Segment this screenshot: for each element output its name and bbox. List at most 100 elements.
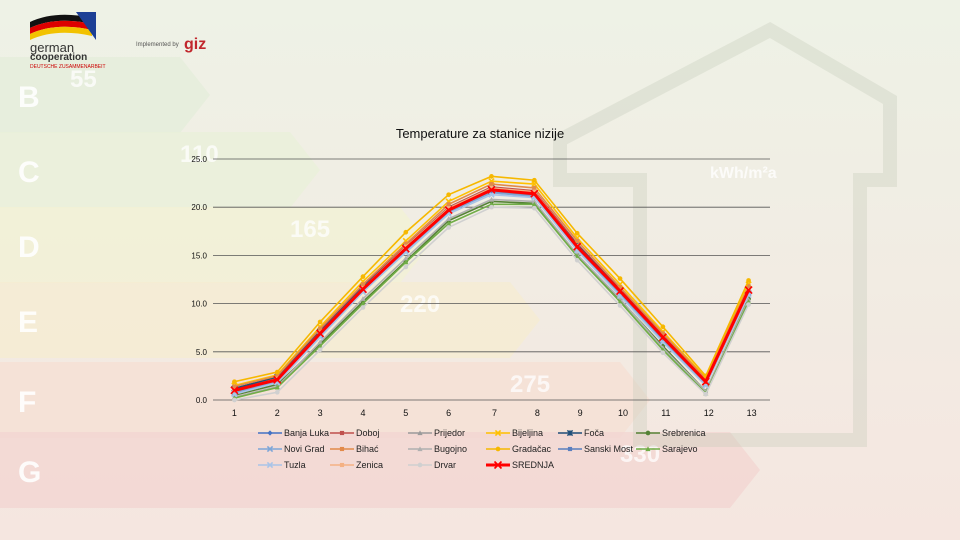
data-point [446, 192, 451, 198]
legend-swatch [486, 460, 510, 470]
logo-line1: german [30, 40, 75, 55]
flag-ribbon-icon [30, 12, 96, 40]
logo-sub: DEUTSCHE ZUSAMMENARBEIT [30, 64, 106, 70]
legend-item: Bugojno [408, 442, 467, 456]
energy-band-value: 165 [290, 216, 330, 243]
x-tick-label: 1 [232, 408, 237, 418]
data-point [446, 225, 451, 230]
y-tick-label: 25.0 [191, 155, 207, 164]
data-point [360, 305, 366, 310]
series-srebrenica [232, 199, 751, 398]
data-point [532, 177, 537, 183]
energy-band [0, 132, 320, 208]
energy-band [0, 207, 430, 283]
series-line [234, 193, 750, 395]
data-point [417, 462, 423, 468]
legend-label: Gradačac [512, 444, 552, 454]
data-point [488, 201, 495, 207]
data-point [617, 285, 623, 290]
series-line [234, 198, 750, 398]
x-tick-label: 9 [578, 408, 583, 418]
data-point [617, 303, 623, 308]
data-point [273, 375, 282, 384]
data-point [532, 189, 537, 194]
energy-band-letter: F [18, 386, 36, 419]
data-point [645, 430, 651, 436]
data-point [446, 206, 451, 211]
legend-swatch [486, 446, 510, 452]
x-tick-label: 2 [275, 408, 280, 418]
series-line [234, 203, 750, 399]
x-tick-label: 5 [403, 408, 408, 418]
data-point [339, 446, 345, 452]
data-point [403, 264, 409, 270]
data-point [489, 185, 494, 190]
data-point [360, 274, 366, 279]
legend-item: Novi Grad [258, 442, 325, 456]
legend-label: SREDNJA [512, 460, 555, 470]
data-point [401, 244, 410, 253]
legend-label: Sarajevo [662, 444, 698, 454]
data-point [658, 333, 667, 342]
data-point [232, 397, 237, 403]
data-point [574, 230, 580, 236]
data-point [275, 373, 280, 378]
legend-item: Drvar [408, 458, 456, 472]
data-point [660, 331, 665, 336]
data-point [417, 430, 423, 436]
data-point [317, 319, 323, 325]
legend-label: Foča [584, 428, 605, 438]
series-bugojno [231, 196, 752, 400]
data-point [488, 191, 495, 198]
legend-item: Srebrenica [636, 426, 706, 440]
legend-label: Drvar [434, 460, 456, 470]
data-point [532, 185, 537, 190]
energy-band-value: 220 [400, 291, 440, 318]
legend-item: Prijedor [408, 426, 465, 440]
legend-swatch [558, 429, 582, 437]
legend-item: Sarajevo [636, 442, 698, 456]
series-sarajevo [231, 201, 752, 401]
data-point [617, 299, 623, 304]
x-tick-label: 11 [661, 408, 670, 418]
series-biha- [232, 181, 751, 389]
data-point [489, 181, 494, 187]
data-point [531, 201, 537, 207]
energy-band [0, 57, 210, 133]
data-point [360, 296, 366, 301]
energy-band-value: 110 [180, 141, 219, 168]
energy-band-letter: B [18, 81, 40, 114]
data-point [746, 284, 751, 289]
y-tick-label: 0.0 [196, 396, 208, 405]
legend-item: Gradačac [486, 442, 551, 456]
data-point [358, 285, 368, 294]
legend-item: Banja Luka [258, 426, 329, 440]
data-point [746, 278, 751, 283]
data-point [266, 445, 274, 453]
legend-item: Bijeljina [486, 426, 543, 440]
data-point [317, 339, 323, 345]
legend-swatch [330, 430, 354, 436]
data-point [403, 229, 409, 235]
energy-band-letter: C [18, 156, 40, 189]
data-point [489, 204, 494, 210]
energy-unit-label: kWh/m²a [710, 165, 777, 182]
data-point [744, 286, 753, 295]
data-point [232, 379, 237, 385]
legend-swatch [408, 430, 432, 436]
data-point [446, 216, 452, 221]
series-tuzla [231, 191, 752, 398]
chart-title: Temperature za stanice nizije [396, 126, 564, 141]
x-tick-label: 8 [535, 408, 540, 418]
data-point [267, 430, 273, 436]
data-point [567, 446, 573, 452]
legend-item: Sanski Most [558, 442, 633, 456]
energy-band [0, 282, 540, 358]
data-point [360, 282, 366, 287]
data-point [615, 287, 625, 296]
series-novi-grad [231, 189, 752, 397]
legend-swatch [258, 445, 282, 453]
x-tick-label: 13 [747, 408, 757, 418]
legend-item: Tuzla [258, 458, 306, 472]
